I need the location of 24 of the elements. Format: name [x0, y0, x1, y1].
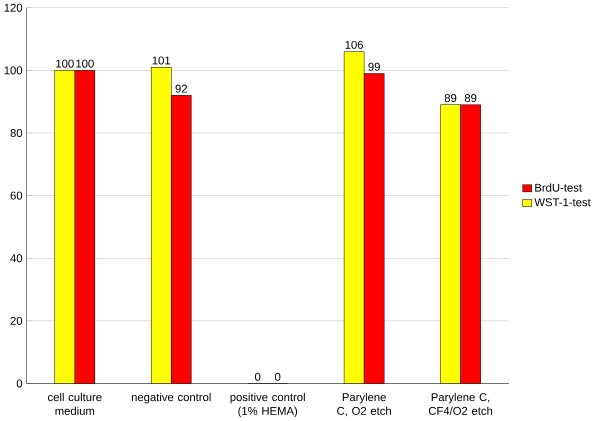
y-tick-label: 60 [10, 192, 22, 200]
x-tick-label: negative control [132, 392, 211, 404]
y-tick-label: 0 [16, 380, 22, 388]
data-label: 89 [444, 94, 456, 102]
data-label: 100 [76, 60, 94, 68]
data-label: 101 [152, 56, 170, 65]
y-tick-label: 80 [10, 129, 22, 138]
data-label: 0 [254, 372, 260, 381]
legend-label: BrdU-test [535, 183, 582, 192]
data-label: 100 [56, 60, 74, 68]
x-tick-label: cell culture medium [48, 392, 102, 415]
data-label: 89 [464, 94, 476, 102]
data-label: 92 [176, 84, 187, 93]
legend-label: WST-1-test [534, 198, 591, 206]
y-tick-label: 100 [4, 66, 22, 74]
y-tick-label: 120 [4, 4, 22, 12]
y-tick-label: 40 [10, 254, 22, 262]
x-tick-label: Parylene C, CF4/O2 etch [428, 392, 492, 415]
x-tick-label: positive control (1% HEMA) [230, 392, 305, 418]
y-tick-label: 20 [10, 316, 22, 325]
data-label: 99 [368, 62, 380, 71]
x-tick-label: Parylene C, O2 etch [337, 392, 391, 416]
data-label: 106 [346, 40, 364, 49]
data-label: 0 [275, 372, 280, 381]
